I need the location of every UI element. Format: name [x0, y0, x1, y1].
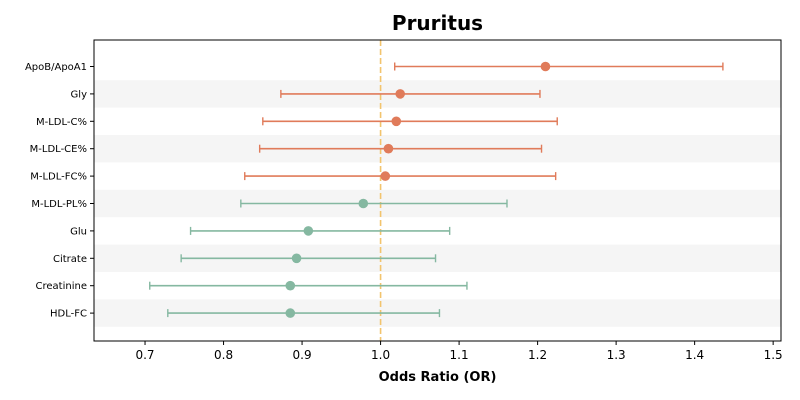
- estimate-row: [191, 226, 450, 236]
- odds-ratio-point: [359, 199, 369, 209]
- x-tick-label: 0.8: [214, 348, 233, 362]
- y-category-label: HDL-FC: [50, 309, 87, 320]
- x-tick-label: 1.5: [764, 348, 783, 362]
- estimate-row: [263, 117, 557, 127]
- y-category-label: ApoB/ApoA1: [25, 62, 87, 73]
- y-category-label: M-LDL-C%: [36, 117, 87, 128]
- x-tick-label: 1.2: [528, 348, 547, 362]
- estimate-row: [395, 62, 723, 72]
- y-category-label: M-LDL-PL%: [31, 199, 87, 210]
- y-category-label: Glu: [70, 226, 87, 237]
- y-category-label: Gly: [71, 89, 88, 100]
- odds-ratio-point: [292, 253, 302, 263]
- chart-title: Pruritus: [392, 11, 483, 35]
- odds-ratio-point: [304, 226, 314, 236]
- odds-ratio-point: [395, 89, 405, 99]
- x-tick-label: 0.7: [135, 348, 154, 362]
- odds-ratio-point: [391, 117, 401, 127]
- odds-ratio-point: [285, 281, 295, 291]
- estimate-row: [245, 171, 556, 181]
- x-tick-label: 0.9: [293, 348, 312, 362]
- estimate-row: [150, 281, 467, 291]
- x-tick-label: 1.3: [607, 348, 626, 362]
- y-axis: ApoB/ApoA1 Gly M-LDL-C% M-LDL-CE% M-LDL-FC% M…: [25, 62, 94, 320]
- odds-ratio-point: [380, 171, 390, 181]
- odds-ratio-point: [541, 62, 551, 72]
- y-category-label: M-LDL-CE%: [30, 144, 87, 155]
- x-tick-label: 1.1: [450, 348, 469, 362]
- x-axis: 0.7 0.8 0.9 1.0 1.1 1.2 1.3 1.4 1.5: [135, 341, 782, 362]
- y-category-label: Citrate: [53, 254, 87, 265]
- y-category-label: Creatinine: [36, 281, 87, 292]
- x-tick-label: 1.4: [685, 348, 704, 362]
- x-axis-label: Odds Ratio (OR): [379, 370, 497, 385]
- x-tick-label: 1.0: [371, 348, 390, 362]
- odds-ratio-point: [285, 308, 295, 318]
- odds-ratio-point: [384, 144, 394, 154]
- y-category-label: M-LDL-FC%: [30, 172, 87, 183]
